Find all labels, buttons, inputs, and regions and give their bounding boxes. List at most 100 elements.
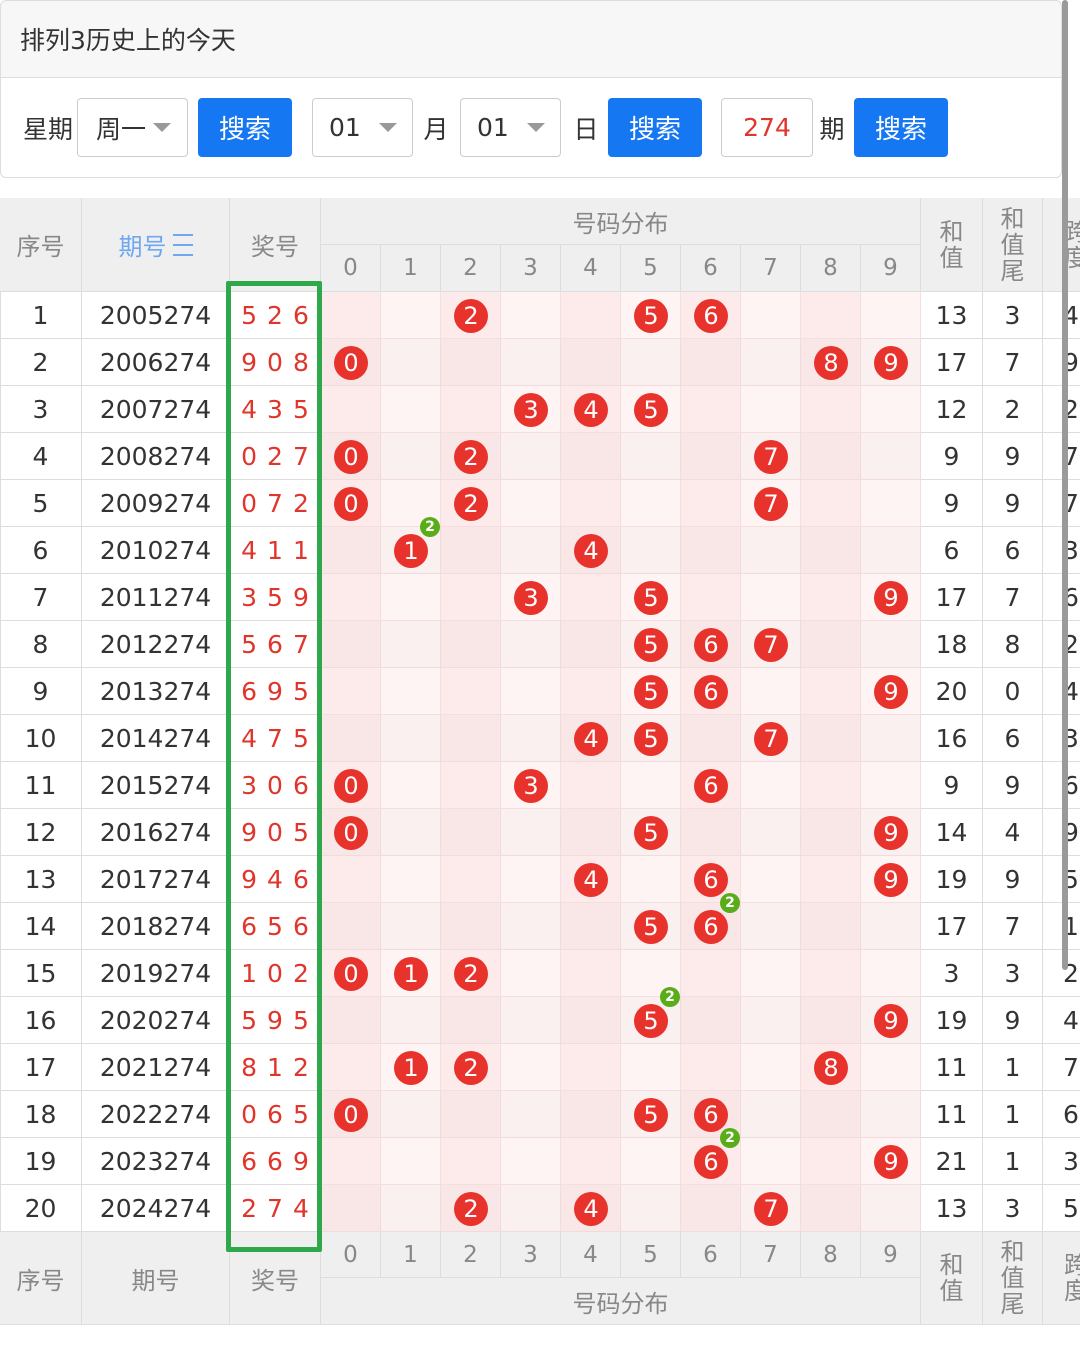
- digit: 9: [292, 1146, 309, 1176]
- dist-cell: [321, 527, 381, 574]
- digit: 6: [292, 770, 309, 800]
- day-select[interactable]: 01: [460, 98, 561, 157]
- weekday-select[interactable]: 周一: [77, 98, 188, 157]
- digit-header: 3: [501, 245, 561, 292]
- row-issue: 2018274: [82, 903, 230, 950]
- dist-cell: [801, 950, 861, 997]
- ball: 9: [874, 345, 908, 380]
- dist-cell: [501, 1185, 561, 1232]
- header-cell[interactable]: 期号: [82, 198, 230, 292]
- dist-cell: [321, 1044, 381, 1091]
- dist-cell: [801, 668, 861, 715]
- ball: 5: [634, 298, 668, 333]
- dist-cell: [381, 668, 441, 715]
- dist-cell: [801, 527, 861, 574]
- header-cell: 序号: [0, 1232, 82, 1325]
- digit: 7: [267, 488, 283, 518]
- digit-footer: 4: [561, 1232, 621, 1278]
- dist-cell: [801, 715, 861, 762]
- row-sum: 9: [921, 480, 983, 527]
- row-tail: 1: [983, 1044, 1043, 1091]
- digit: 1: [241, 958, 258, 988]
- ball: 5: [634, 721, 668, 756]
- dist-cell: [561, 1044, 621, 1091]
- digit: 8: [292, 347, 309, 377]
- ball: 3: [514, 768, 548, 803]
- search-button[interactable]: 搜索: [198, 98, 292, 157]
- dist-cell: [561, 762, 621, 809]
- digit-header: 9: [861, 245, 921, 292]
- dist-cell: [681, 480, 741, 527]
- row-sum: 3: [921, 950, 983, 997]
- dist-cell: [381, 1185, 441, 1232]
- row-sum: 18: [921, 621, 983, 668]
- digit: 5: [292, 723, 309, 753]
- row-span: 4: [1043, 997, 1080, 1044]
- dist-cell: [501, 433, 561, 480]
- ball: 5: [634, 627, 668, 662]
- digit: 4: [241, 394, 258, 424]
- header-cell: 号码分布: [321, 198, 921, 245]
- ball: 2: [454, 1050, 488, 1085]
- dist-cell: [441, 1091, 501, 1138]
- digit: 5: [267, 582, 283, 612]
- row-sum: 11: [921, 1091, 983, 1138]
- ball: 6: [694, 1097, 728, 1132]
- dist-cell: [861, 1091, 921, 1138]
- dist-cell: [801, 856, 861, 903]
- row-sum: 9: [921, 762, 983, 809]
- digit: 0: [267, 817, 283, 847]
- digit: 9: [241, 347, 258, 377]
- row-no: 4: [0, 433, 82, 480]
- dist-cell: [501, 621, 561, 668]
- header-cell: 和值: [921, 198, 983, 292]
- sort-icon[interactable]: [172, 233, 193, 256]
- ball: 5: [634, 909, 668, 944]
- dist-cell: [741, 668, 801, 715]
- search-button[interactable]: 搜索: [854, 98, 948, 157]
- dist-cell: [861, 715, 921, 762]
- dist-cell: [621, 480, 681, 527]
- ball: 0: [334, 439, 368, 474]
- dist-cell: [441, 715, 501, 762]
- dist-cell: [501, 1091, 561, 1138]
- ball: 4: [574, 721, 608, 756]
- month-label: 月: [423, 114, 449, 144]
- digit: 2: [292, 488, 309, 518]
- digit: 7: [292, 441, 309, 471]
- ball: 5: [634, 815, 668, 850]
- row-sum: 9: [921, 433, 983, 480]
- ball: 2: [454, 439, 488, 474]
- digit: 0: [267, 958, 283, 988]
- day-label: 日: [573, 114, 599, 144]
- digit: 9: [267, 1005, 283, 1035]
- row-no: 5: [0, 480, 82, 527]
- title-bar: [0, 0, 1062, 78]
- issue-input[interactable]: 274: [721, 98, 813, 157]
- ball: 5: [634, 674, 668, 709]
- row-issue: 2005274: [82, 292, 230, 339]
- ball: 7: [754, 721, 788, 756]
- search-button[interactable]: 搜索: [608, 98, 702, 157]
- row-issue: 2007274: [82, 386, 230, 433]
- dist-cell: [381, 997, 441, 1044]
- header-cell: 跨度: [1043, 198, 1080, 292]
- month-select[interactable]: 01: [312, 98, 413, 157]
- digit: 8: [241, 1052, 258, 1082]
- ball: 6: [694, 1144, 728, 1179]
- ball: 5: [634, 392, 668, 427]
- dist-cell: [321, 1185, 381, 1232]
- digit: 3: [267, 394, 283, 424]
- header-cell: 奖号: [230, 198, 321, 292]
- digit-footer: 8: [801, 1232, 861, 1278]
- ball: 5: [634, 1003, 668, 1038]
- digit: 6: [267, 1099, 283, 1129]
- dist-cell: [561, 480, 621, 527]
- dist-cell: [441, 574, 501, 621]
- ball: 7: [754, 627, 788, 662]
- row-sum: 17: [921, 574, 983, 621]
- dist-cell: [321, 574, 381, 621]
- dist-cell: [441, 527, 501, 574]
